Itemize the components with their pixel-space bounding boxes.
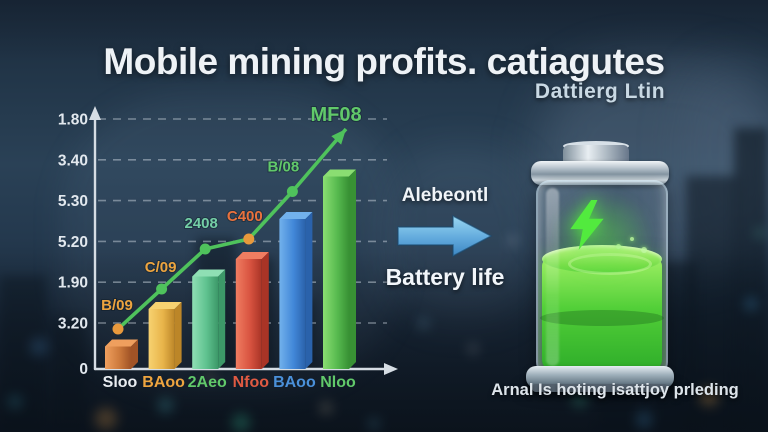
y-axis-origin-label: 0 bbox=[79, 361, 88, 378]
page-title: Mobile mining profits. catiagutes bbox=[103, 40, 665, 82]
data-point-label: MF08 bbox=[310, 104, 361, 126]
bar bbox=[148, 302, 182, 369]
y-axis-tick-label: 1.90 bbox=[58, 275, 88, 292]
bokeh-light bbox=[30, 338, 48, 356]
data-point-label: B/09 bbox=[101, 297, 133, 314]
glass-highlight bbox=[546, 188, 559, 366]
mining-profits-chart: 1.80 3.40 5.30 5.20 1.90 3.20 0 Sloo BAoo 2Aeo Nfo… bbox=[55, 98, 400, 400]
battery-base bbox=[526, 366, 674, 388]
trend-line-arrowhead bbox=[331, 129, 346, 145]
x-axis-category-label: Sloo bbox=[103, 374, 138, 391]
right-arrow-icon bbox=[397, 214, 493, 258]
x-axis-arrowhead bbox=[384, 363, 398, 375]
x-axis-category-label: Nfoo bbox=[233, 374, 270, 391]
bubble bbox=[630, 237, 634, 241]
transition-top-label: Alebeontl bbox=[401, 185, 489, 206]
data-point-label: 2408 bbox=[185, 215, 218, 232]
y-axis-tick-label: 1.80 bbox=[58, 112, 88, 129]
bokeh-light bbox=[158, 398, 173, 413]
y-axis-tick-label: 5.30 bbox=[58, 193, 88, 210]
x-axis-category-label: BAoo bbox=[273, 374, 316, 391]
bar bbox=[235, 252, 269, 369]
battery-charge-liquid bbox=[540, 245, 664, 370]
bar bbox=[279, 212, 313, 369]
lightning-bolt-icon bbox=[570, 200, 604, 250]
bubble bbox=[616, 244, 621, 249]
battery-panel: Dattierg Ltin bbox=[490, 80, 710, 398]
bokeh-light bbox=[468, 344, 478, 354]
data-point bbox=[243, 233, 255, 245]
transition-block: Alebeontl Battery life bbox=[384, 185, 506, 291]
bubble bbox=[641, 247, 647, 253]
data-point bbox=[112, 323, 124, 335]
liquid-swirl bbox=[568, 253, 652, 275]
liquid-segment-divider bbox=[540, 310, 664, 326]
y-axis-tick-label: 5.20 bbox=[58, 234, 88, 251]
bokeh-light bbox=[745, 298, 757, 310]
building-silhouette bbox=[0, 276, 46, 432]
battery-panel-title: Dattierg Ltin bbox=[534, 80, 666, 103]
y-axis-arrowhead bbox=[89, 106, 101, 120]
bokeh-light bbox=[418, 318, 429, 329]
bokeh-light bbox=[636, 412, 652, 428]
bokeh-light bbox=[368, 418, 380, 430]
data-point bbox=[199, 243, 211, 255]
bokeh-light bbox=[320, 402, 332, 414]
transition-bottom-label: Battery life bbox=[385, 264, 505, 290]
data-point-label: B/08 bbox=[268, 159, 300, 176]
data-point-label: C400 bbox=[227, 208, 263, 225]
data-point-label: C/09 bbox=[145, 259, 177, 276]
y-axis-tick-label: 3.20 bbox=[58, 316, 88, 333]
bokeh-light bbox=[95, 408, 117, 430]
battery-caption: Arnal Is hoting isattjoy prleding bbox=[491, 381, 739, 399]
bar bbox=[323, 169, 356, 369]
bar bbox=[105, 339, 138, 369]
battery-base bbox=[532, 384, 668, 392]
x-axis-category-label: 2Aeo bbox=[188, 374, 227, 391]
bar bbox=[192, 269, 226, 369]
battery-illustration bbox=[490, 104, 710, 398]
bokeh-light bbox=[755, 228, 765, 238]
data-point bbox=[286, 186, 298, 197]
bokeh-light bbox=[8, 395, 22, 409]
battery-glass-body bbox=[536, 180, 668, 376]
data-point bbox=[156, 283, 168, 295]
x-axis-category-label: Nloo bbox=[320, 374, 356, 391]
x-axis-category-label: BAoo bbox=[142, 374, 185, 391]
bolt-glow bbox=[552, 192, 652, 282]
y-axis-tick-label: 3.40 bbox=[58, 152, 88, 169]
bokeh-light bbox=[232, 414, 250, 432]
